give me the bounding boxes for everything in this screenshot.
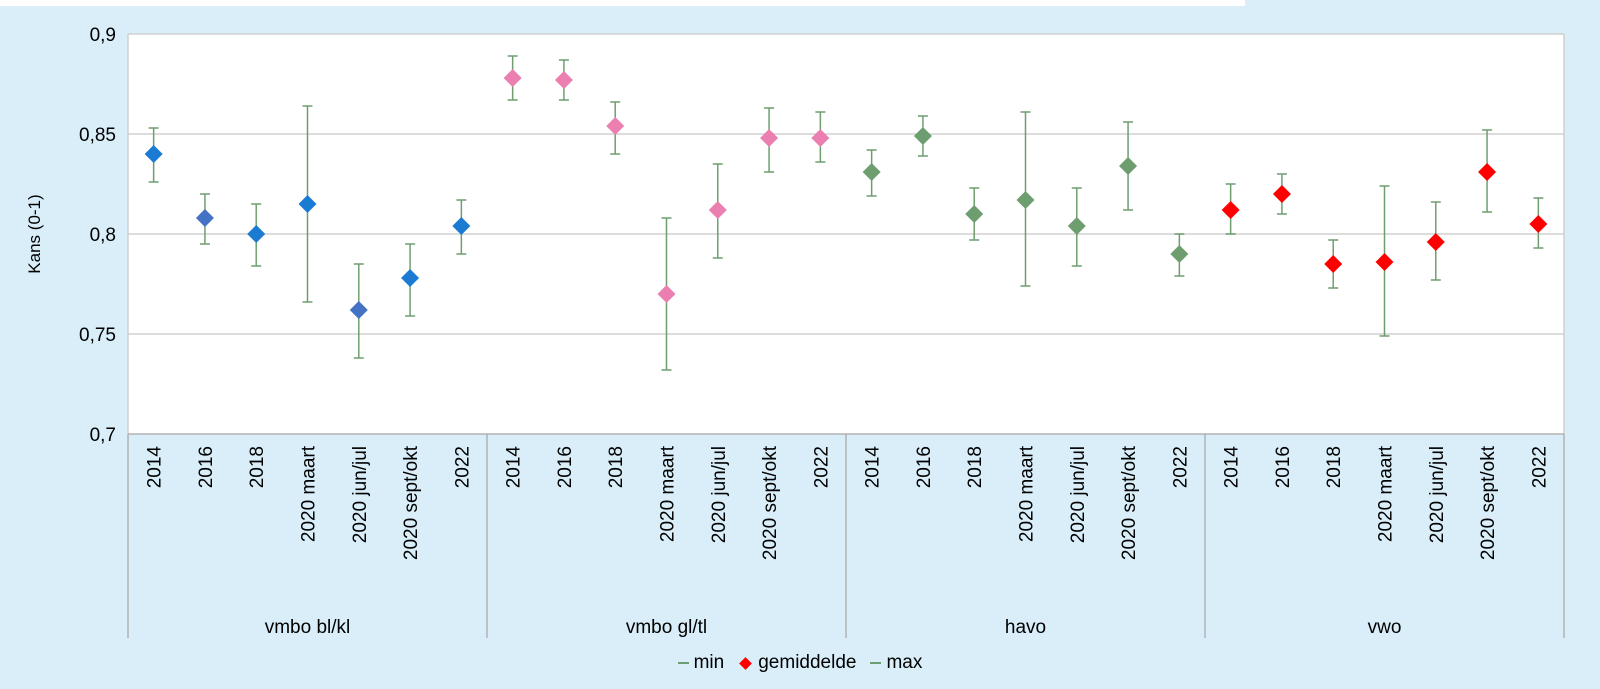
legend-label-max: max: [886, 652, 923, 673]
mean-point: [1375, 253, 1394, 271]
category-label: 2020 maart: [658, 445, 679, 542]
category-label: 2018: [965, 446, 986, 488]
category-label: 2020 jun/jul: [350, 446, 371, 543]
category-label: 2022: [1170, 446, 1191, 488]
legend-label-min: min: [693, 652, 725, 673]
gridlines: [127, 33, 1565, 435]
category-label: 2014: [863, 446, 884, 489]
mean-point: [1529, 215, 1548, 233]
category-label: 2016: [914, 446, 935, 488]
category-label: 2020 sept/okt: [1478, 445, 1499, 560]
mean-point: [708, 201, 727, 219]
category-label: 2020 sept/okt: [401, 445, 422, 560]
category-label: 2014: [145, 446, 166, 489]
category-label: 2018: [606, 446, 627, 488]
category-label: 2022: [811, 446, 832, 488]
category-label: 2020 jun/jul: [709, 446, 730, 543]
category-label: 2020 maart: [1376, 445, 1397, 542]
mean-point: [760, 129, 779, 147]
mean-point: [1119, 157, 1138, 175]
y-tick-label: 0,7: [90, 425, 116, 446]
mean-point: [1221, 201, 1240, 219]
y-axis-title: Kans (0-1): [25, 194, 44, 273]
mean-point: [1426, 233, 1445, 251]
top-strip: [0, 0, 1245, 6]
category-labels: 2014 2016 2018 2020 maart 2020 jun/jul 2020 s…: [145, 445, 1551, 560]
legend: min gemiddelde max: [0, 650, 1600, 676]
category-label: 2016: [1273, 446, 1294, 488]
y-tick-label: 0,8: [90, 225, 116, 246]
mean-point: [1016, 191, 1035, 209]
group-label: vmbo gl/tl: [626, 617, 707, 638]
category-label: 2020 sept/okt: [1119, 445, 1140, 560]
legend-label-gemiddelde: gemiddelde: [758, 652, 857, 673]
category-label: 2020 jun/jul: [1427, 446, 1448, 543]
mean-point: [1170, 245, 1189, 263]
group-label: havo: [1005, 617, 1046, 638]
legend-item-min: min: [677, 652, 725, 674]
legend-line-icon: [870, 662, 882, 664]
mean-point: [247, 225, 266, 243]
category-label: 2020 sept/okt: [760, 445, 781, 560]
category-label: 2020 maart: [299, 445, 320, 542]
mean-point: [606, 117, 625, 135]
mean-points: [144, 69, 1548, 319]
mean-point: [554, 71, 573, 89]
y-tick-label: 0,85: [79, 125, 116, 146]
legend-item-gemiddelde: gemiddelde: [738, 652, 856, 674]
category-label: 2018: [1324, 446, 1345, 488]
mean-point: [1272, 185, 1291, 203]
mean-point: [862, 163, 881, 181]
group-labels: vmbo bl/kl vmbo gl/tl havo vwo: [265, 617, 1402, 638]
category-label: 2016: [196, 446, 217, 488]
y-tick-label: 0,9: [90, 25, 116, 46]
mean-point: [452, 217, 471, 235]
category-label: 2016: [555, 446, 576, 488]
mean-point: [144, 145, 163, 163]
group-label: vmbo bl/kl: [265, 617, 351, 638]
mean-point: [811, 129, 830, 147]
category-label: 2018: [247, 446, 268, 488]
category-label: 2022: [1529, 446, 1550, 488]
legend-line-icon: [677, 662, 689, 664]
category-label: 2014: [504, 446, 525, 489]
mean-point: [1478, 163, 1497, 181]
group-separators: [127, 434, 1565, 638]
mean-point: [657, 285, 676, 303]
mean-point: [503, 69, 522, 87]
mean-point: [1324, 255, 1343, 273]
legend-diamond-icon: [739, 656, 753, 670]
chart-area: 0,90,850,80,750,7 Kans (0-1) 2014 2016 201…: [25, 25, 1565, 638]
mean-point: [298, 195, 317, 213]
category-label: 2022: [452, 446, 473, 488]
mean-point: [913, 127, 932, 145]
mean-point: [195, 209, 214, 227]
category-label: 2020 maart: [1017, 445, 1038, 542]
y-axis-ticks: 0,9 0,85 0,8 0,75 0,7: [79, 25, 116, 446]
category-label: 2014: [1222, 446, 1243, 489]
y-tick-label: 0,75: [79, 325, 116, 346]
mean-point: [965, 205, 984, 223]
category-label: 2020 jun/jul: [1068, 446, 1089, 543]
legend-item-max: max: [870, 652, 922, 674]
mean-point: [401, 269, 420, 287]
group-label: vwo: [1368, 617, 1402, 638]
mean-point: [349, 301, 368, 319]
mean-point: [1067, 217, 1086, 235]
